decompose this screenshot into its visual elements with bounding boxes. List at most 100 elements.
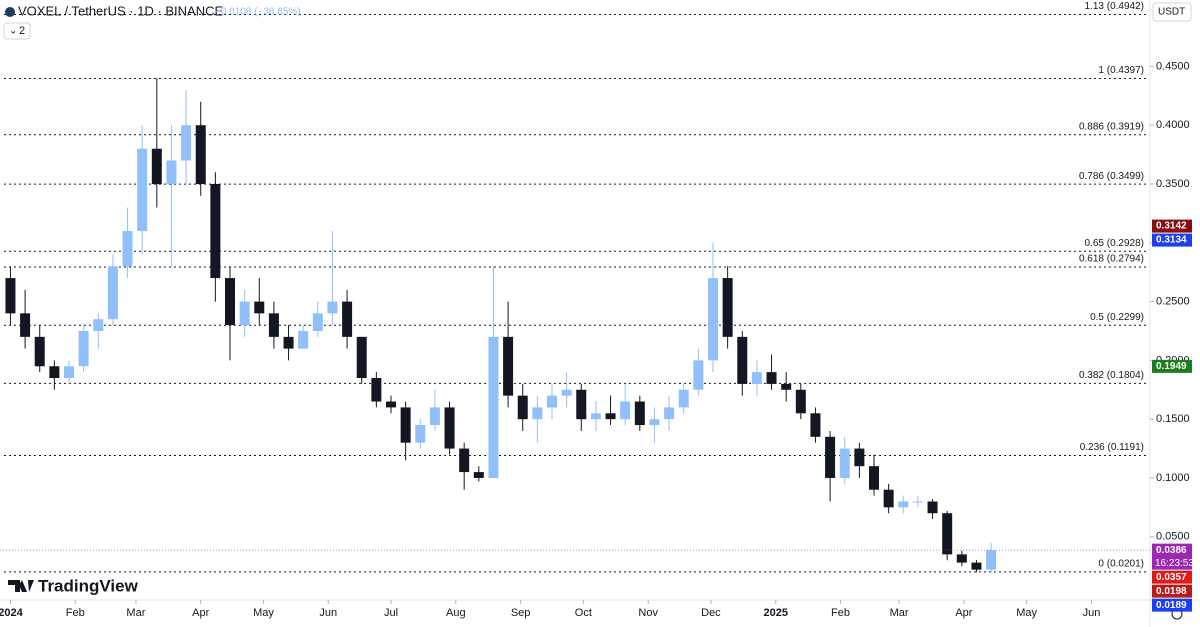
candle-body	[751, 372, 762, 384]
currency-button[interactable]	[1152, 2, 1192, 22]
x-tick-label: Dec	[701, 607, 721, 619]
candle-body	[488, 336, 499, 478]
candle-body	[254, 301, 265, 314]
x-tick-label: May	[253, 607, 274, 619]
price-tag	[1152, 359, 1192, 373]
candle-body	[429, 407, 440, 426]
candle-body	[195, 125, 206, 185]
price-tag-label: 0.3142	[1156, 221, 1187, 232]
x-tick-label: Mar	[890, 607, 909, 619]
candle-body	[283, 336, 294, 349]
candle-body	[547, 395, 557, 408]
candle-body	[327, 301, 338, 314]
x-tick-label: Aug	[446, 607, 466, 619]
fib-label: 0.382 (0.1804)	[1079, 370, 1144, 381]
fib-label: 0 (0.0201)	[1098, 559, 1144, 570]
x-tick-label: Feb	[66, 607, 85, 619]
fib-label: 0.5 (0.2299)	[1090, 312, 1144, 323]
x-tick-label: Apr	[955, 607, 972, 619]
y-tick-label: 0.1500	[1156, 413, 1190, 425]
x-tick-label: Apr	[192, 607, 209, 619]
y-tick-label: 0.4000	[1156, 119, 1190, 131]
candle-body	[942, 513, 953, 555]
fib-label: 0.886 (0.3919)	[1079, 121, 1144, 132]
price-tag-sub: 16:23:53	[1155, 558, 1194, 569]
fib-label: 1 (0.4397)	[1098, 65, 1144, 76]
candle-body	[503, 336, 514, 396]
price-tag-label: 0.3134	[1156, 235, 1187, 246]
candle-body	[927, 501, 938, 514]
candle-body	[737, 336, 748, 384]
candle-body	[839, 448, 850, 478]
candle-body	[268, 313, 279, 337]
candle-body	[825, 436, 836, 478]
y-tick-label: 0.0500	[1156, 531, 1190, 543]
plot	[0, 13, 1150, 574]
candle-body	[576, 389, 587, 420]
candle-body	[722, 278, 733, 337]
candle-body	[766, 372, 777, 384]
x-tick-label: May	[1016, 607, 1037, 619]
candle-body	[371, 378, 382, 402]
candle-body	[298, 330, 309, 349]
candle-body	[49, 366, 60, 379]
candle-body	[356, 336, 367, 379]
candle-body	[151, 148, 162, 185]
candle-body	[225, 278, 235, 326]
fib-label: 0.236 (0.1191)	[1080, 442, 1144, 453]
candle-body	[693, 360, 704, 390]
x-tick-label: 2024	[0, 607, 24, 619]
price-tag-label: 0.0198	[1156, 586, 1187, 597]
candle-body	[93, 319, 104, 331]
x-tick-label: 2025	[763, 607, 787, 619]
candle-body	[239, 301, 250, 326]
candle-body	[781, 383, 792, 390]
candle-body	[956, 554, 967, 563]
price-tag	[1152, 233, 1192, 247]
candle-body	[590, 413, 601, 420]
candle-body	[898, 501, 909, 508]
candle-body	[664, 407, 675, 420]
indicator-toggle[interactable]	[3, 22, 31, 40]
candle-body	[400, 407, 411, 443]
fib-label: 0.618 (0.2794)	[1079, 254, 1144, 265]
candle-body	[883, 489, 894, 508]
logo-icon	[8, 580, 34, 592]
candle-body	[517, 395, 528, 420]
candle-body	[181, 125, 192, 161]
y-tick-label: 0.2500	[1156, 295, 1190, 307]
price-tag-label: 0.0189	[1156, 600, 1187, 611]
candle-body	[532, 407, 543, 420]
price-tag	[1152, 570, 1192, 584]
candle-body	[605, 413, 616, 420]
change: −0.0108 (−38.85%)	[215, 7, 301, 18]
price-tag-label: 0.1949	[1156, 361, 1187, 372]
candle-body	[107, 266, 118, 320]
candle-body	[678, 389, 689, 408]
candle-body	[444, 407, 455, 449]
candle-body	[122, 231, 133, 267]
y-tick-label: 0.1000	[1156, 472, 1190, 484]
candle-body	[64, 366, 74, 379]
candle-body	[20, 313, 31, 337]
y-tick-label: 0.4500	[1156, 60, 1190, 72]
price-tag-label: 0.0386	[1156, 545, 1187, 556]
candle-body	[386, 401, 396, 408]
candle-body	[415, 425, 426, 443]
price-tag	[1152, 598, 1192, 612]
candle-body	[166, 160, 177, 185]
price-tag	[1152, 584, 1192, 598]
fib-label: 0.65 (0.2928)	[1085, 238, 1145, 249]
candle-body	[912, 501, 923, 503]
candle-body	[34, 336, 45, 367]
candle-body	[795, 389, 806, 414]
fib-label: 1.13 (0.4942)	[1085, 1, 1145, 12]
logo-text: TradingView	[38, 576, 139, 595]
candle-body	[342, 301, 353, 337]
candle-body	[561, 389, 572, 396]
x-tick-label: Jun	[1083, 607, 1101, 619]
price-tag	[1152, 543, 1192, 570]
candle-body	[78, 330, 89, 367]
currency: USDT	[1158, 7, 1185, 18]
